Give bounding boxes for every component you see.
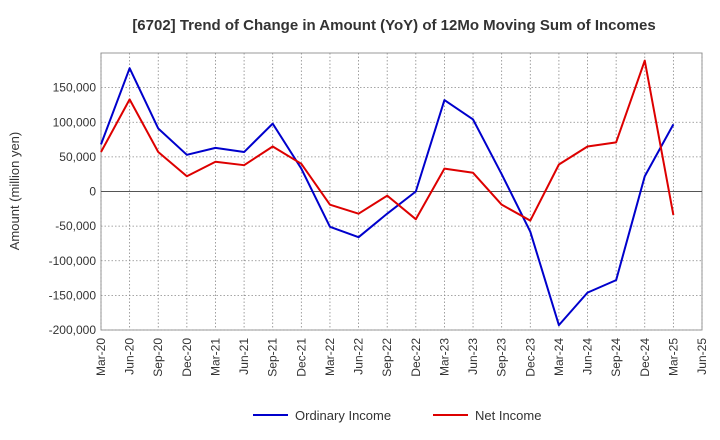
series-line-net-income <box>100 59 675 222</box>
y-tick-label: -150,000 <box>49 288 97 302</box>
x-tick-label: Mar-20 <box>94 338 108 376</box>
x-tick-label: Dec-21 <box>294 338 308 377</box>
x-tick-label: Mar-21 <box>208 338 222 376</box>
y-tick-label: -50,000 <box>55 219 96 233</box>
x-tick-label: Jun-20 <box>123 338 137 375</box>
axes: Mar-20 Jun-20 Sep-20 Dec-20 Mar-21 Jun-21 Sep-… <box>49 81 709 377</box>
y-tick-label: 150,000 <box>53 81 97 95</box>
y-tick-label: 50,000 <box>59 150 96 164</box>
x-tick-label: Dec-24 <box>638 338 652 377</box>
x-tick-label: Dec-20 <box>180 338 194 377</box>
x-tick-label: Jun-23 <box>466 338 480 375</box>
x-tick-label: Sep-21 <box>266 338 280 377</box>
x-tick-label: Mar-22 <box>323 338 337 376</box>
x-tick-label: Jun-24 <box>581 338 595 375</box>
x-tick-label: Mar-23 <box>437 338 451 376</box>
x-tick-label: Dec-22 <box>409 338 423 377</box>
legend-label: Net Income <box>475 408 541 423</box>
x-tick-label: Dec-23 <box>523 338 537 377</box>
legend-label: Ordinary Income <box>295 408 391 423</box>
series-line-ordinary-income <box>100 67 675 327</box>
chart-title: [6702] Trend of Change in Amount (YoY) o… <box>132 17 655 34</box>
legend: Ordinary Income Net Income <box>253 408 541 423</box>
x-tick-label: Sep-24 <box>609 338 623 377</box>
y-tick-label: -200,000 <box>49 323 97 337</box>
grid <box>100 52 703 331</box>
x-tick-label: Sep-23 <box>495 338 509 377</box>
x-tick-label: Jun-21 <box>237 338 251 375</box>
y-tick-label: -100,000 <box>49 254 97 268</box>
x-tick-label: Sep-20 <box>151 338 165 377</box>
series-lines <box>100 59 675 327</box>
x-tick-label: Jun-22 <box>352 338 366 375</box>
x-tick-label: Mar-24 <box>552 338 566 376</box>
x-tick-label: Jun-25 <box>695 338 709 375</box>
y-axis-label: Amount (million yen) <box>7 132 22 251</box>
y-tick-label: 100,000 <box>53 115 97 129</box>
y-tick-label: 0 <box>89 185 96 199</box>
x-tick-label: Mar-25 <box>666 338 680 376</box>
x-tick-label: Sep-22 <box>380 338 394 377</box>
